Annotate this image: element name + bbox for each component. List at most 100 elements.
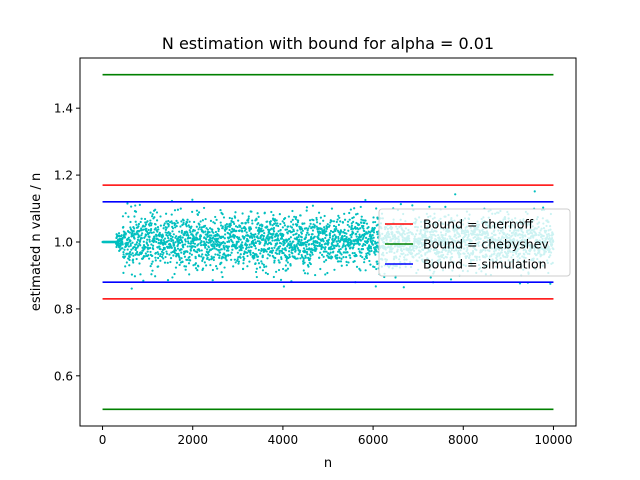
scatter-point bbox=[371, 243, 375, 246]
scatter-point bbox=[364, 243, 367, 247]
scatter-point bbox=[264, 241, 268, 244]
scatter-point bbox=[159, 252, 162, 256]
scatter-point bbox=[292, 240, 295, 243]
scatter-point bbox=[365, 254, 368, 257]
scatter-point bbox=[244, 228, 247, 231]
scatter-point bbox=[347, 229, 350, 232]
scatter-point bbox=[166, 234, 169, 237]
scatter-point bbox=[335, 227, 338, 231]
scatter-point bbox=[350, 224, 354, 227]
scatter-point bbox=[285, 257, 288, 260]
scatter-point bbox=[369, 233, 372, 237]
scatter-point bbox=[348, 254, 351, 257]
scatter-point bbox=[319, 251, 322, 254]
scatter-point bbox=[339, 220, 342, 223]
scatter-point bbox=[340, 257, 343, 260]
scatter-point bbox=[199, 237, 202, 240]
scatter-point bbox=[272, 275, 275, 279]
scatter-point bbox=[322, 255, 325, 258]
scatter-point bbox=[163, 222, 166, 225]
scatter-point bbox=[323, 228, 326, 231]
scatter-point bbox=[211, 228, 214, 231]
scatter-point bbox=[340, 230, 343, 233]
scatter-point bbox=[305, 248, 308, 251]
scatter-point bbox=[186, 218, 189, 221]
scatter-point bbox=[176, 221, 179, 224]
scatter-point bbox=[360, 251, 363, 254]
scatter-point bbox=[170, 246, 173, 250]
scatter-point bbox=[221, 213, 224, 216]
scatter-point bbox=[126, 248, 129, 251]
scatter-point bbox=[357, 228, 360, 231]
scatter-point bbox=[309, 262, 312, 266]
scatter-point bbox=[364, 236, 368, 239]
scatter-point bbox=[332, 230, 335, 234]
scatter-point bbox=[169, 234, 172, 238]
scatter-point bbox=[280, 250, 284, 253]
scatter-point bbox=[193, 220, 196, 224]
scatter-point bbox=[180, 231, 183, 234]
scatter-point bbox=[158, 231, 161, 234]
scatter-point bbox=[180, 220, 183, 223]
scatter-point bbox=[337, 214, 340, 217]
scatter-point bbox=[211, 247, 214, 250]
scatter-point bbox=[154, 227, 157, 230]
scatter-point bbox=[275, 234, 278, 237]
scatter-point bbox=[263, 231, 266, 235]
scatter-point bbox=[444, 205, 447, 208]
scatter-point bbox=[215, 265, 218, 268]
scatter-point bbox=[359, 239, 363, 242]
scatter-point bbox=[185, 225, 188, 228]
scatter-point bbox=[305, 233, 308, 237]
scatter-point bbox=[328, 234, 332, 237]
scatter-point bbox=[315, 218, 318, 221]
scatter-point bbox=[142, 240, 145, 243]
scatter-point bbox=[289, 240, 292, 243]
scatter-point bbox=[139, 244, 142, 247]
scatter-point bbox=[372, 221, 375, 224]
scatter-point bbox=[161, 234, 165, 238]
scatter-point bbox=[240, 248, 243, 252]
x-tick-label: 6000 bbox=[358, 433, 389, 447]
scatter-point bbox=[275, 249, 278, 252]
scatter-point bbox=[291, 252, 294, 255]
scatter-point bbox=[130, 287, 133, 290]
scatter-point bbox=[171, 230, 174, 233]
scatter-point bbox=[263, 265, 266, 269]
scatter-point bbox=[235, 229, 238, 233]
scatter-point bbox=[292, 233, 295, 236]
scatter-point bbox=[279, 228, 282, 232]
scatter-point bbox=[206, 256, 209, 259]
scatter-point bbox=[242, 255, 245, 258]
scatter-point bbox=[312, 219, 315, 222]
scatter-point bbox=[140, 234, 143, 237]
scatter-point bbox=[144, 252, 147, 255]
scatter-point bbox=[140, 237, 143, 240]
scatter-point bbox=[200, 249, 203, 252]
scatter-point bbox=[233, 216, 237, 219]
scatter-point bbox=[276, 242, 279, 245]
scatter-point bbox=[374, 253, 377, 256]
scatter-point bbox=[325, 234, 328, 237]
scatter-point bbox=[345, 260, 348, 263]
scatter-point bbox=[370, 237, 373, 240]
scatter-point bbox=[220, 261, 223, 264]
scatter-point bbox=[180, 251, 183, 254]
scatter-point bbox=[301, 229, 304, 232]
scatter-point bbox=[203, 224, 207, 227]
scatter-point bbox=[346, 223, 349, 227]
y-tick-label: 1.4 bbox=[54, 102, 73, 116]
scatter-point bbox=[193, 248, 196, 252]
scatter-point bbox=[139, 273, 142, 276]
scatter-point bbox=[206, 228, 209, 231]
scatter-point bbox=[205, 243, 208, 247]
scatter-point bbox=[174, 226, 177, 229]
scatter-point bbox=[236, 225, 239, 229]
scatter-point bbox=[339, 240, 342, 243]
scatter-point bbox=[326, 254, 329, 257]
scatter-point bbox=[121, 247, 124, 250]
y-axis-label: estimated n value / n bbox=[29, 173, 44, 311]
scatter-point bbox=[342, 244, 345, 247]
scatter-point bbox=[186, 245, 189, 248]
scatter-point bbox=[286, 261, 290, 264]
